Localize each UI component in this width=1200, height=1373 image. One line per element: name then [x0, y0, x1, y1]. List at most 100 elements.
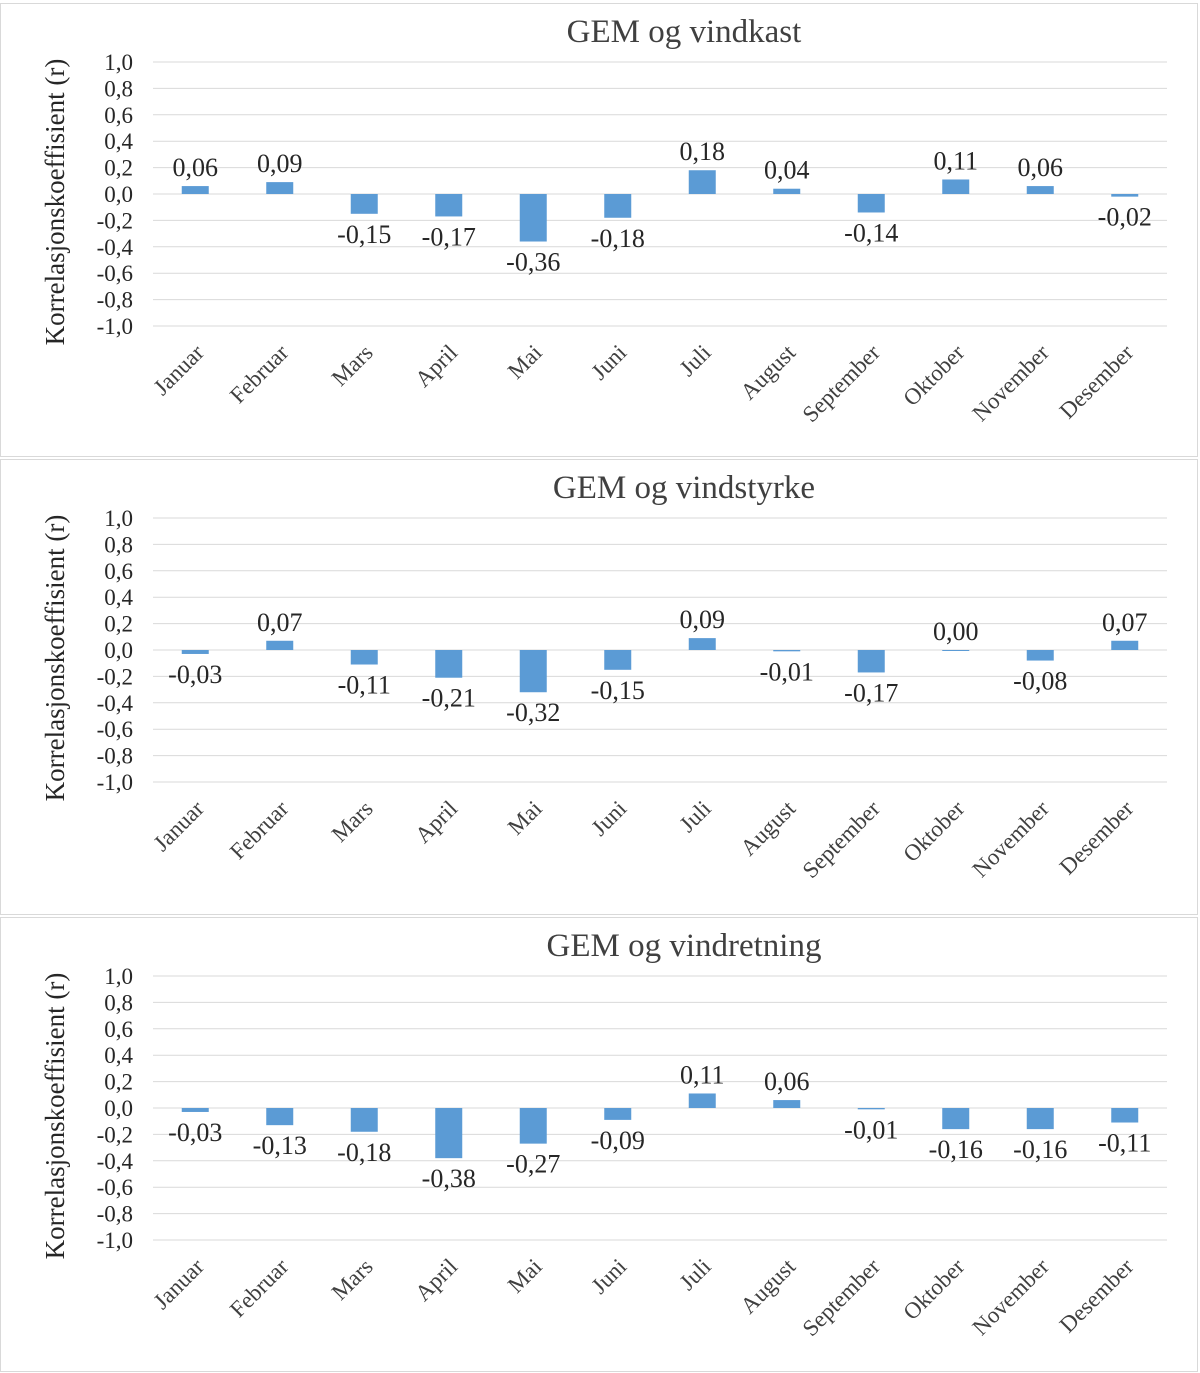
chart-title: GEM og vindstyrke	[553, 470, 815, 506]
data-label: 0,18	[680, 137, 726, 166]
y-tick-label: -0,6	[97, 261, 133, 286]
bar	[266, 182, 294, 194]
bar	[688, 1093, 716, 1108]
data-label: -0,13	[253, 1131, 307, 1160]
bar	[1026, 186, 1054, 194]
bar	[266, 1108, 294, 1126]
bar	[604, 194, 632, 218]
y-tick-label: 0,0	[104, 1096, 133, 1121]
bar	[857, 1108, 885, 1110]
bar	[1111, 194, 1139, 197]
category-label: August	[736, 339, 801, 404]
data-label: -0,02	[1098, 203, 1152, 232]
category-label: September	[798, 1254, 885, 1341]
category-label: Desember	[1055, 340, 1139, 424]
category-label: Juli	[675, 340, 716, 381]
data-label: -0,32	[506, 698, 560, 727]
y-tick-label: 0,6	[104, 559, 133, 584]
y-tick-label: 0,2	[104, 1070, 133, 1095]
data-label: 0,06	[1018, 153, 1064, 182]
y-tick-label: -0,4	[97, 1149, 134, 1174]
chart-title: GEM og vindretning	[547, 928, 822, 964]
data-label: 0,11	[680, 1060, 725, 1089]
data-label: -0,01	[760, 657, 814, 686]
y-axis-title: Korrelasjonskoeffisient (r)	[40, 515, 70, 802]
category-label: Mai	[503, 340, 547, 384]
bar	[350, 1108, 378, 1132]
y-axis-title: Korrelasjonskoeffisient (r)	[40, 973, 70, 1260]
data-label: 0,09	[257, 149, 303, 178]
y-tick-label: 1,0	[104, 50, 133, 75]
category-label: Desember	[1055, 796, 1139, 880]
category-label: Februar	[225, 796, 293, 864]
data-label: -0,38	[422, 1164, 476, 1193]
category-label: November	[967, 340, 1054, 427]
y-tick-label: -0,4	[97, 235, 134, 260]
bar	[266, 640, 294, 650]
category-label: April	[410, 796, 462, 848]
data-label: -0,18	[591, 224, 645, 253]
category-label: Desember	[1055, 1254, 1139, 1338]
y-tick-label: -0,8	[97, 288, 133, 313]
data-label: -0,36	[506, 248, 560, 277]
category-label: August	[736, 1253, 801, 1318]
data-label: -0,14	[844, 218, 898, 247]
category-label: Juni	[586, 796, 631, 841]
category-label: November	[967, 1254, 1054, 1341]
bar	[181, 186, 209, 194]
category-label: Juli	[675, 796, 716, 837]
y-tick-label: 0,4	[104, 585, 133, 610]
bar	[773, 188, 801, 194]
bar	[519, 194, 547, 242]
y-tick-label: -0,6	[97, 717, 133, 742]
y-tick-label: 0,6	[104, 1017, 133, 1042]
category-label: Mai	[503, 1254, 547, 1298]
bar	[1026, 650, 1054, 661]
data-label: -0,08	[1013, 667, 1067, 696]
data-label: -0,16	[929, 1135, 983, 1164]
category-label: Oktober	[898, 340, 969, 411]
chart-panel-vindretning: GEM og vindretning Korrelasjonskoeffisien…	[0, 917, 1198, 1372]
chart-vindkast: GEM og vindkast Korrelasjonskoeffisient (…	[40, 14, 1167, 427]
bar	[181, 650, 209, 654]
bar	[435, 650, 463, 678]
data-label: -0,11	[1098, 1129, 1151, 1158]
y-tick-label: -1,0	[97, 1228, 133, 1253]
data-label: -0,27	[506, 1150, 560, 1179]
y-tick-label: 0,4	[104, 1043, 133, 1068]
data-label: -0,17	[844, 678, 898, 707]
y-tick-label: 0,8	[104, 532, 133, 557]
data-label: -0,09	[591, 1126, 645, 1155]
category-label: Januar	[149, 1254, 209, 1314]
category-label: Februar	[225, 340, 293, 408]
y-tick-label: 0,0	[104, 182, 133, 207]
data-label: -0,03	[168, 1118, 222, 1147]
data-label: -0,18	[337, 1138, 391, 1167]
category-label: Mars	[327, 796, 378, 847]
data-label: -0,17	[422, 222, 476, 251]
y-tick-label: 0,4	[104, 129, 133, 154]
data-label: 0,00	[933, 617, 979, 646]
bar	[857, 194, 885, 213]
category-label: Juni	[586, 340, 631, 385]
bar	[350, 650, 378, 665]
bar	[942, 179, 970, 194]
chart-vindretning: GEM og vindretning Korrelasjonskoeffisien…	[40, 928, 1167, 1341]
data-label: -0,15	[591, 676, 645, 705]
category-label: Juli	[675, 1254, 716, 1295]
data-label: 0,11	[933, 146, 978, 175]
data-label: -0,15	[337, 220, 391, 249]
bar	[519, 1108, 547, 1144]
chart-panel-vindkast: GEM og vindkast Korrelasjonskoeffisient (…	[0, 3, 1198, 457]
category-label: Oktober	[898, 796, 969, 867]
category-label: April	[410, 340, 462, 392]
y-tick-label: -0,8	[97, 1202, 133, 1227]
data-label: 0,06	[173, 153, 219, 182]
bar	[857, 650, 885, 673]
bar	[181, 1108, 209, 1112]
category-label: September	[798, 796, 885, 883]
category-label: Januar	[149, 340, 209, 400]
y-tick-label: -0,2	[97, 1122, 133, 1147]
category-label: August	[736, 795, 801, 860]
bar	[688, 638, 716, 650]
